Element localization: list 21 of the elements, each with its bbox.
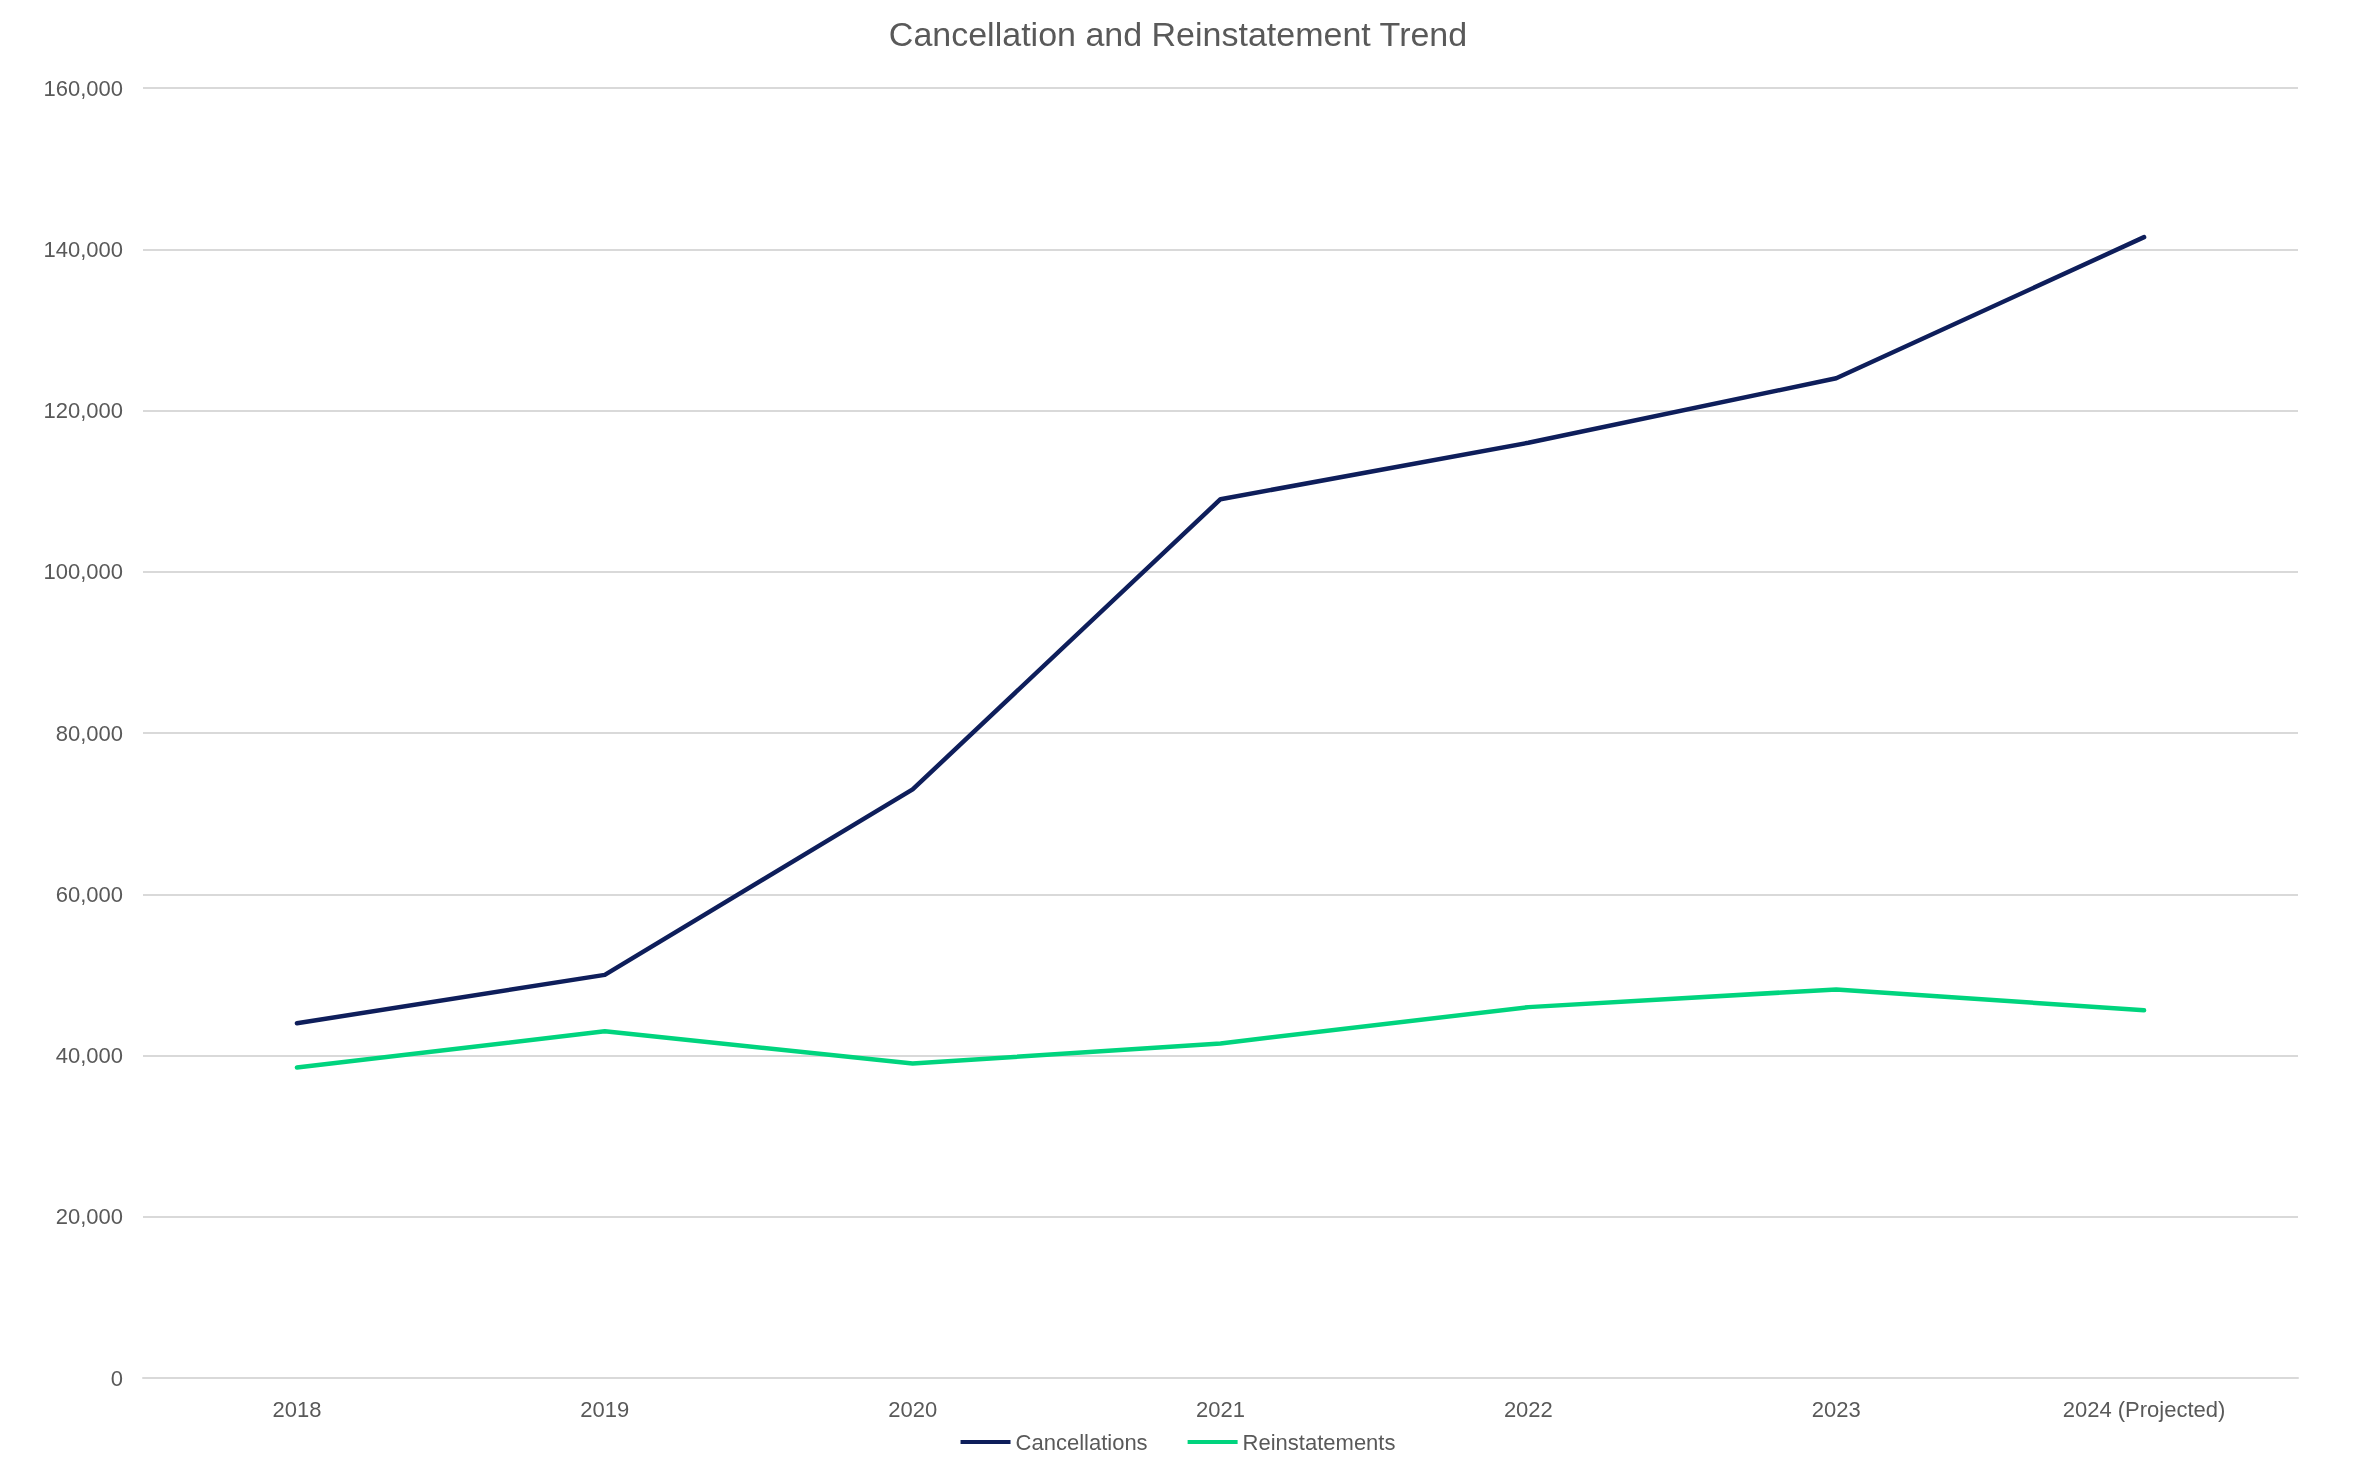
y-tick-label: 100,000 (43, 559, 123, 585)
x-tick-label: 2020 (888, 1396, 938, 1422)
y-tick-label: 0 (110, 1365, 123, 1391)
y-tick-label: 20,000 (55, 1204, 123, 1230)
y-tick-label: 120,000 (43, 398, 123, 423)
y-tick-label: 60,000 (55, 881, 123, 907)
x-tick-label: 2018 (272, 1396, 322, 1422)
chart-title: Cancellation and Reinstatement Trend (888, 15, 1468, 53)
y-tick-label: 160,000 (43, 75, 123, 101)
y-tick-label: 140,000 (43, 236, 123, 262)
line-series (294, 987, 2147, 1070)
x-tick-label: 2023 (1811, 1396, 1861, 1422)
x-tick-label: 2022 (1503, 1396, 1553, 1422)
line-series (294, 234, 2147, 1026)
legend-label: Reinstatements (1242, 1429, 1396, 1455)
x-tick-label: 2019 (580, 1396, 630, 1422)
y-tick-label: 80,000 (55, 720, 123, 746)
legend-label: Cancellations (1015, 1429, 1148, 1455)
x-tick-label: 2021 (1196, 1396, 1245, 1422)
y-tick-label: 40,000 (55, 1043, 123, 1068)
x-tick-label: 2024 (Projected) (2062, 1396, 2226, 1422)
